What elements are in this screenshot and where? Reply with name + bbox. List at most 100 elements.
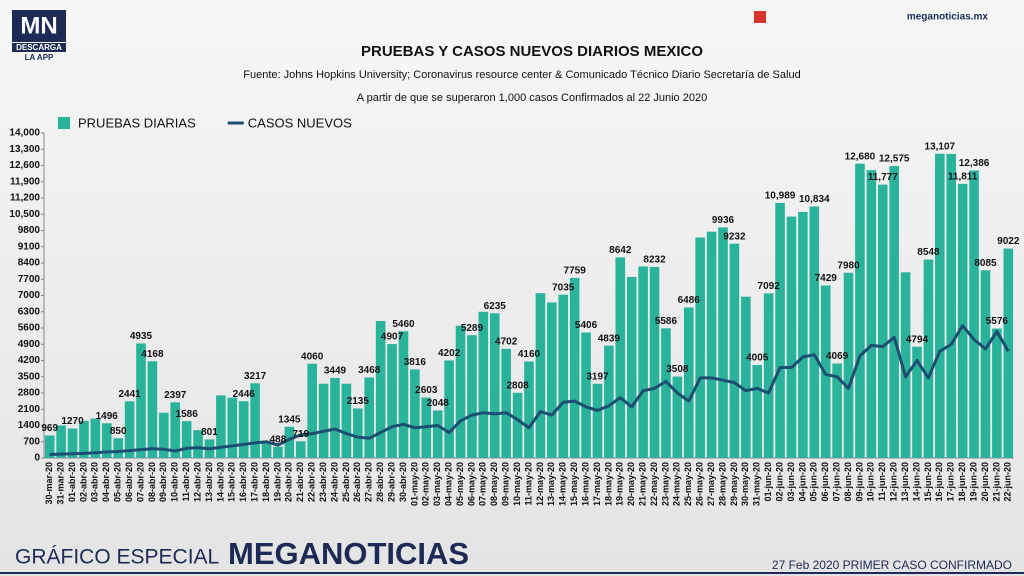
data-label: 9936 bbox=[712, 215, 735, 226]
data-label: 2441 bbox=[118, 389, 141, 400]
data-label: 4794 bbox=[906, 334, 929, 345]
data-label: 6486 bbox=[678, 295, 701, 306]
x-tick-label: 18-abr-20 bbox=[261, 462, 271, 502]
line bbox=[49, 324, 1010, 456]
y-tick-label: 4900 bbox=[18, 339, 41, 350]
x-tick-label: 10-may-20 bbox=[512, 462, 522, 506]
x-tick-label: 15-may-20 bbox=[569, 462, 579, 506]
chart-note: A partir de que se superaron 1,000 casos… bbox=[357, 92, 707, 104]
x-tick-label: 21-jun-20 bbox=[991, 462, 1001, 502]
bar bbox=[398, 331, 409, 458]
bar bbox=[90, 418, 101, 458]
bar bbox=[170, 402, 181, 458]
data-label: 719 bbox=[292, 429, 309, 440]
x-tick-label: 17-abr-20 bbox=[249, 462, 259, 502]
logo-bar bbox=[12, 43, 66, 52]
data-label: 4160 bbox=[518, 349, 541, 360]
bar bbox=[56, 425, 66, 458]
data-label: 13,107 bbox=[925, 141, 956, 152]
bar bbox=[284, 426, 295, 458]
data-label: 8642 bbox=[609, 245, 632, 256]
data-label: 4907 bbox=[381, 332, 404, 343]
bar bbox=[387, 344, 397, 458]
x-tick-label: 22-abr-20 bbox=[307, 462, 317, 502]
data-label: 10,989 bbox=[765, 191, 796, 202]
y-tick-label: 2800 bbox=[18, 388, 41, 399]
bar bbox=[193, 430, 203, 458]
x-tick-label: 11-jun-20 bbox=[877, 462, 887, 501]
bar bbox=[330, 377, 340, 458]
bar bbox=[900, 272, 911, 458]
x-tick-label: 13-abr-20 bbox=[204, 462, 214, 502]
x-tick-label: 17-jun-20 bbox=[946, 462, 956, 502]
y-tick-label: 3500 bbox=[18, 371, 41, 382]
data-label: 2135 bbox=[347, 396, 370, 407]
bar bbox=[672, 376, 683, 458]
x-tick-label: 16-jun-20 bbox=[934, 462, 944, 502]
x-tick-label: 17-may-20 bbox=[592, 462, 602, 506]
bar bbox=[855, 163, 865, 458]
x-tick-label: 23-abr-20 bbox=[318, 462, 328, 502]
bar bbox=[832, 363, 842, 458]
y-tick-label: 12,600 bbox=[9, 160, 40, 171]
bar bbox=[261, 442, 272, 458]
x-tick-label: 20-abr-20 bbox=[284, 462, 294, 502]
x-tick-label: 07-abr-20 bbox=[135, 462, 145, 502]
x-tick-label: 28-may-20 bbox=[717, 462, 727, 506]
data-label: 7092 bbox=[758, 281, 781, 292]
data-label: 5576 bbox=[986, 316, 1009, 327]
data-label: 1586 bbox=[176, 409, 199, 420]
x-tick-label: 05-jun-20 bbox=[809, 462, 819, 502]
x-tick-label: 11-may-20 bbox=[523, 462, 533, 506]
bar bbox=[946, 153, 957, 458]
bar bbox=[295, 441, 306, 458]
bar bbox=[432, 410, 443, 458]
bar bbox=[775, 202, 785, 458]
x-tick-label: 14-abr-20 bbox=[215, 462, 225, 502]
bar bbox=[877, 184, 888, 459]
x-tick-label: 29-abr-20 bbox=[386, 462, 396, 502]
bar bbox=[512, 392, 523, 458]
bar bbox=[341, 383, 352, 458]
data-label: 11,811 bbox=[948, 171, 978, 182]
bar bbox=[798, 211, 808, 458]
bar bbox=[159, 412, 169, 458]
chart-subtitle: Fuente: Johns Hopkins University; Corona… bbox=[243, 69, 800, 81]
x-tick-label: 18-may-20 bbox=[603, 462, 613, 506]
x-tick-label: 23-may-20 bbox=[660, 462, 670, 506]
data-label: 7759 bbox=[564, 266, 587, 277]
x-tick-label: 15-jun-20 bbox=[923, 462, 933, 502]
bar bbox=[524, 361, 534, 458]
x-tick-label: 19-jun-20 bbox=[968, 462, 978, 502]
data-label: 5586 bbox=[655, 316, 678, 327]
data-label: 2048 bbox=[427, 398, 450, 409]
data-label: 4935 bbox=[130, 331, 153, 342]
data-label: 4202 bbox=[438, 348, 461, 359]
y-tick-label: 9800 bbox=[18, 225, 41, 236]
bar bbox=[786, 216, 797, 458]
x-tick-label: 22-jun-20 bbox=[1003, 462, 1013, 502]
data-label: 12,680 bbox=[845, 151, 876, 162]
x-tick-label: 19-abr-20 bbox=[272, 462, 282, 502]
bar bbox=[604, 345, 614, 458]
bar bbox=[638, 266, 648, 458]
y-tick-label: 8400 bbox=[18, 258, 41, 269]
x-tick-label: 02-may-20 bbox=[421, 462, 431, 506]
data-label: 4069 bbox=[826, 351, 849, 362]
bar bbox=[273, 446, 283, 458]
data-label: 3449 bbox=[324, 366, 347, 377]
data-label: 850 bbox=[110, 426, 127, 437]
data-label: 7035 bbox=[552, 282, 575, 293]
data-label: 3508 bbox=[666, 364, 689, 375]
data-label: 2397 bbox=[164, 390, 187, 401]
x-tick-label: 04-jun-20 bbox=[797, 462, 807, 502]
x-tick-label: 25-may-20 bbox=[683, 462, 693, 506]
bar bbox=[124, 401, 135, 458]
data-label: 1270 bbox=[61, 416, 84, 427]
bar bbox=[729, 243, 740, 458]
data-label: 7429 bbox=[815, 273, 838, 284]
legend-swatch bbox=[58, 117, 70, 129]
bar bbox=[353, 408, 363, 458]
bar bbox=[136, 343, 146, 458]
x-tick-label: 05-may-20 bbox=[455, 462, 465, 506]
